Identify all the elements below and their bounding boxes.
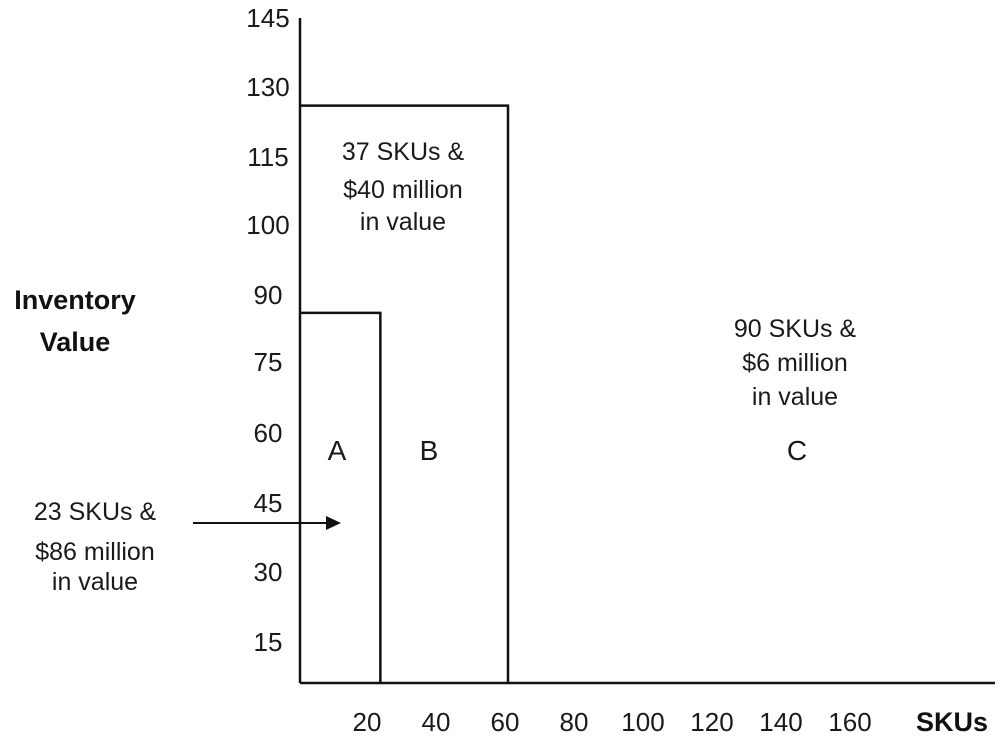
annotation-b: 37 SKUs & xyxy=(342,138,465,166)
y-tick-label: 60 xyxy=(254,418,283,448)
annotation-a: in value xyxy=(52,568,138,596)
annotation-c: $6 million xyxy=(742,349,848,377)
annotation-c: in value xyxy=(752,383,838,411)
y-tick-label: 90 xyxy=(254,280,283,310)
x-axis-label: SKUs xyxy=(916,707,988,737)
x-tick-label: 120 xyxy=(690,707,733,737)
y-tick-label: 15 xyxy=(254,627,283,657)
x-tick-label: 160 xyxy=(828,707,871,737)
y-axis-label-line1: Inventory xyxy=(14,285,136,315)
x-tick-label: 20 xyxy=(353,707,382,737)
y-tick-label: 145 xyxy=(246,3,289,33)
bar-b xyxy=(301,104,510,683)
annotation-b: in value xyxy=(360,208,446,236)
y-tick-label: 115 xyxy=(247,142,288,172)
x-tick-label: 80 xyxy=(560,707,589,737)
y-tick-label: 75 xyxy=(254,347,283,377)
x-tick-label: 60 xyxy=(491,707,520,737)
y-tick-label: 30 xyxy=(254,557,283,587)
segment-label-c: C xyxy=(787,435,807,466)
y-tick-label: 100 xyxy=(246,210,289,240)
bar-a xyxy=(301,311,382,683)
annotation-b: $40 million xyxy=(343,176,463,204)
y-axis-label-line2: Value xyxy=(40,327,111,357)
y-tick-label: 130 xyxy=(246,72,289,102)
annotation-a: $86 million xyxy=(35,538,155,566)
x-tick-label: 140 xyxy=(759,707,802,737)
y-tick-label: 45 xyxy=(254,488,283,518)
arrow-head-icon xyxy=(326,516,341,530)
segment-label-a: A xyxy=(328,435,347,466)
annotation-a: 23 SKUs & xyxy=(34,498,157,526)
segment-label-b: B xyxy=(420,435,439,466)
x-tick-label: 40 xyxy=(422,707,451,737)
x-tick-label: 100 xyxy=(621,707,664,737)
annotation-c: 90 SKUs & xyxy=(734,315,857,343)
